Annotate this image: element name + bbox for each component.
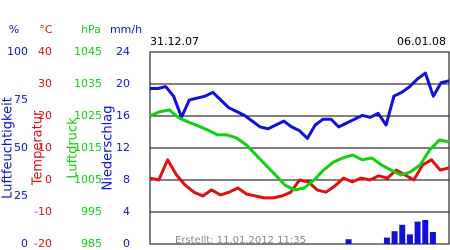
y-tick-label: 20 xyxy=(38,109,52,122)
y-tick-label: 1015 xyxy=(74,141,102,154)
axis-unit: % xyxy=(9,23,19,36)
axis-unit: hPa xyxy=(81,23,101,36)
bar xyxy=(399,224,406,244)
y-tick-label: 4 xyxy=(123,205,130,218)
y-tick-label: 20 xyxy=(116,77,130,90)
data-line xyxy=(150,71,450,140)
y-tick-label: 0 xyxy=(123,237,130,250)
y-tick-label: 24 xyxy=(116,45,130,58)
y-tick-label: 995 xyxy=(81,205,102,218)
bar xyxy=(391,231,398,244)
bar xyxy=(345,239,352,244)
y-tick-label: 0 xyxy=(45,173,52,186)
bar xyxy=(383,237,390,244)
y-tick-label: -20 xyxy=(34,237,52,250)
y-tick-label: 1035 xyxy=(74,77,102,90)
bar xyxy=(414,221,421,244)
y-tick-label: 12 xyxy=(116,141,130,154)
start-date: 31.12.07 xyxy=(150,35,199,48)
y-tick-label: 0 xyxy=(21,237,28,250)
axis-title: Temperatur xyxy=(31,110,46,186)
y-tick-label: 100 xyxy=(7,45,28,58)
data-line xyxy=(149,108,450,192)
y-tick-label: 75 xyxy=(14,93,28,106)
y-tick-label: 16 xyxy=(116,109,130,122)
bar xyxy=(422,220,429,244)
y-tick-label: 1045 xyxy=(74,45,102,58)
bar xyxy=(406,234,413,244)
end-date: 06.01.08 xyxy=(397,35,446,48)
y-tick-label: 30 xyxy=(38,77,52,90)
axis-title: Niederschlag xyxy=(101,106,116,191)
y-tick-label: 1005 xyxy=(74,173,102,186)
y-tick-label: 1025 xyxy=(74,109,102,122)
y-tick-label: 8 xyxy=(123,173,130,186)
y-tick-label: 985 xyxy=(81,237,102,250)
y-tick-label: 25 xyxy=(14,189,28,202)
axis-unit: °C xyxy=(39,23,53,36)
data-line xyxy=(149,158,450,200)
footer: Erstellt: 11.01.2012 11:35 xyxy=(175,235,306,246)
y-tick-label: 40 xyxy=(38,45,52,58)
axis-title: Luftfeuchtigkeit xyxy=(1,97,16,199)
y-tick-label: 50 xyxy=(14,141,28,154)
bar xyxy=(429,232,436,244)
axis-unit: mm/h xyxy=(110,23,142,36)
y-tick-label: 10 xyxy=(38,141,52,154)
y-tick-label: -10 xyxy=(34,205,52,218)
axis-title: Luftdruck xyxy=(66,117,81,179)
